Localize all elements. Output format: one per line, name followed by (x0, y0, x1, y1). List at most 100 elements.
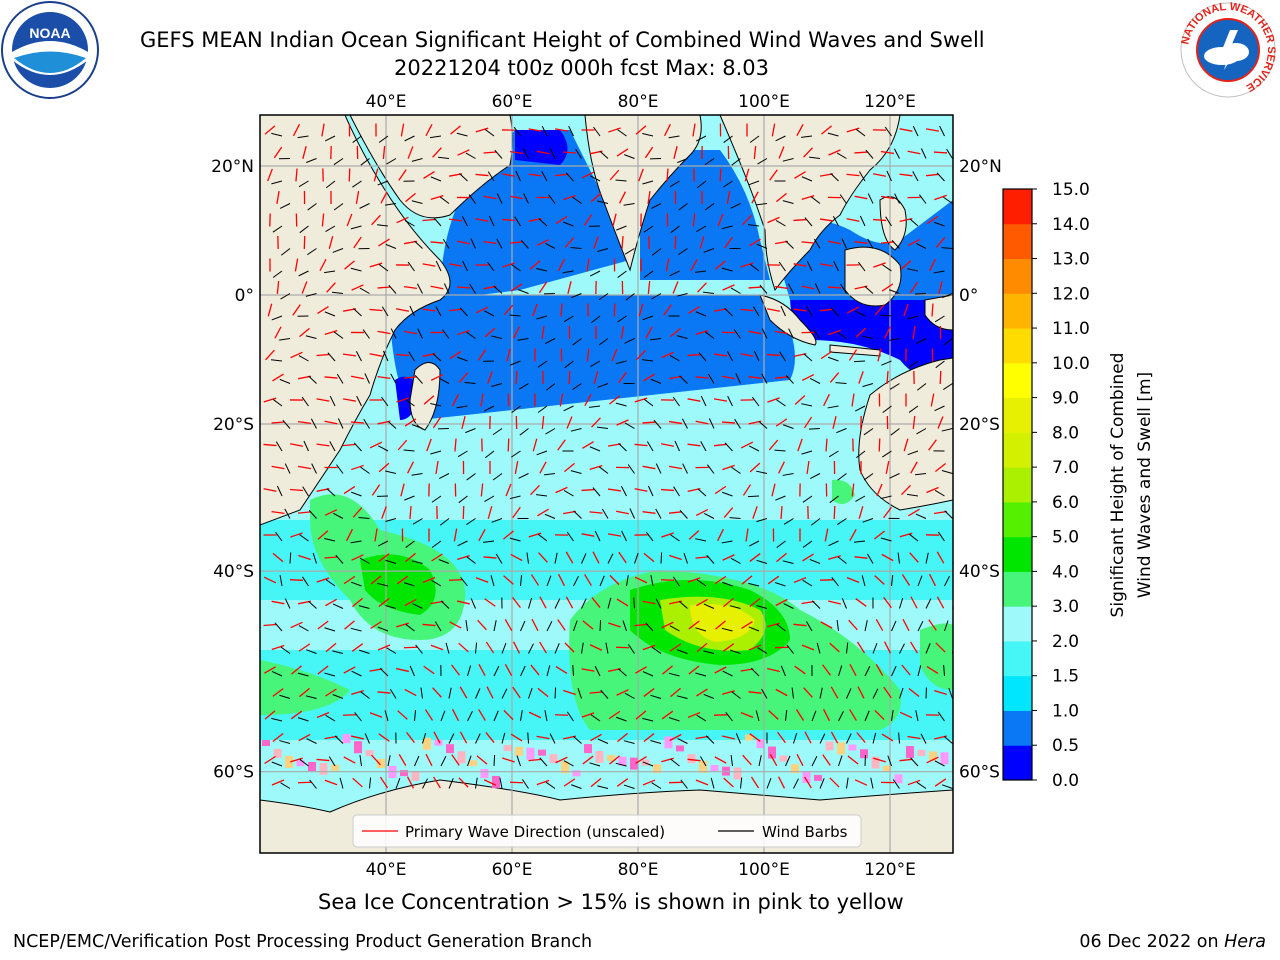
wind-barb (785, 755, 791, 767)
wave-direction-arrow (874, 709, 885, 721)
wave-direction-arrow (555, 215, 568, 225)
wind-barb (279, 378, 291, 384)
wave-direction-arrow (621, 235, 624, 250)
wind-barb (941, 428, 953, 432)
wave-direction-arrow (910, 461, 918, 474)
wind-barb (634, 552, 639, 564)
sea-ice-cell (549, 754, 558, 764)
wave-direction-arrow (450, 125, 461, 135)
wave-direction-arrow (769, 169, 778, 181)
wind-barb (597, 785, 609, 789)
sea-ice-cell (446, 744, 454, 754)
wind-barb (387, 755, 391, 767)
wave-direction-arrow (692, 123, 696, 137)
wind-barb (271, 132, 283, 137)
wave-direction-arrow (697, 282, 707, 293)
wave-direction-arrow (670, 327, 681, 338)
wind-barb (493, 754, 496, 767)
wind-barb (414, 240, 423, 249)
wind-barb (439, 518, 450, 526)
wave-direction-arrow (661, 757, 674, 763)
wave-direction-arrow (740, 441, 754, 449)
wind-barb (360, 691, 370, 699)
wind-barb (484, 310, 495, 317)
wave-direction-arrow (298, 554, 311, 561)
wind-barb (776, 540, 786, 548)
wind-barb (360, 158, 370, 166)
wave-direction-arrow (673, 146, 678, 159)
wind-barb (624, 248, 635, 255)
lon-tick-top: 40°E (366, 92, 407, 112)
wind-barb (700, 441, 707, 452)
wave-direction-arrow (661, 621, 674, 629)
wave-direction-arrow (856, 732, 866, 743)
legend-wave-label: Primary Wave Direction (unscaled) (405, 823, 665, 841)
wind-barb (388, 284, 397, 294)
wind-barb (804, 217, 813, 227)
wave-direction-arrow (833, 505, 836, 520)
wave-direction-arrow (616, 419, 629, 426)
wind-barb (511, 450, 521, 458)
wind-barb (598, 466, 609, 474)
wind-barb (443, 283, 450, 294)
wave-direction-arrow (591, 597, 601, 608)
wave-direction-arrow (899, 128, 913, 132)
wind-barb (415, 644, 423, 654)
wave-direction-arrow (797, 438, 803, 452)
wave-direction-arrow (351, 284, 364, 291)
wind-barb (650, 338, 662, 341)
wind-barb (499, 777, 503, 789)
colorbar-segment (1003, 397, 1032, 433)
wind-barb (774, 582, 786, 587)
wind-barb (333, 203, 344, 211)
wave-direction-arrow (636, 349, 646, 361)
wave-direction-arrow (294, 258, 299, 272)
wind-barb (572, 735, 582, 744)
lon-tick-bottom: 40°E (366, 860, 407, 880)
borneo-landmass (844, 246, 902, 307)
colorbar: 0.00.51.01.52.03.04.05.06.07.08.09.010.0… (1002, 180, 1090, 791)
wind-barb (642, 133, 654, 137)
wind-barb (562, 270, 574, 274)
wind-barb (352, 180, 362, 188)
wave-direction-arrow (642, 421, 656, 424)
wind-barb (510, 360, 521, 366)
wave-direction-arrow (619, 191, 626, 204)
wind-barb (511, 405, 521, 413)
colorbar-segment (1003, 223, 1032, 260)
wind-barb (748, 582, 760, 587)
wind-barb (491, 335, 503, 339)
wind-barb (537, 360, 548, 368)
wind-barb (411, 158, 423, 162)
wave-direction-arrow (795, 709, 805, 721)
wave-direction-arrow (748, 330, 762, 335)
wave-direction-arrow (926, 666, 939, 674)
wave-direction-arrow (846, 173, 860, 177)
wind-barb (545, 428, 556, 435)
wave-direction-arrow (722, 643, 735, 652)
wave-direction-arrow (271, 421, 285, 424)
wave-direction-arrow (430, 374, 444, 381)
wind-barb (748, 180, 760, 186)
wave-direction-arrow (537, 508, 549, 517)
sea-ice-cell (411, 771, 420, 781)
sea-ice-cell (687, 754, 696, 764)
wave-direction-arrow (820, 350, 833, 360)
sea-ice-cell (825, 741, 834, 751)
wind-barb (302, 576, 309, 587)
wind-barb (761, 328, 768, 339)
wave-direction-arrow (774, 376, 789, 379)
wind-barb (615, 360, 627, 365)
wind-barb (884, 126, 892, 137)
wave-direction-arrow (740, 712, 754, 718)
wind-barb (650, 203, 662, 209)
australia-landmass (858, 357, 953, 511)
wind-barb (887, 755, 892, 767)
wind-barb (456, 132, 468, 137)
wave-direction-arrow (342, 398, 357, 402)
wind-barb (541, 171, 548, 182)
wave-direction-arrow (722, 464, 735, 471)
wave-direction-arrow (566, 416, 573, 429)
wave-direction-arrow (271, 779, 285, 786)
wave-direction-arrow (589, 511, 603, 514)
